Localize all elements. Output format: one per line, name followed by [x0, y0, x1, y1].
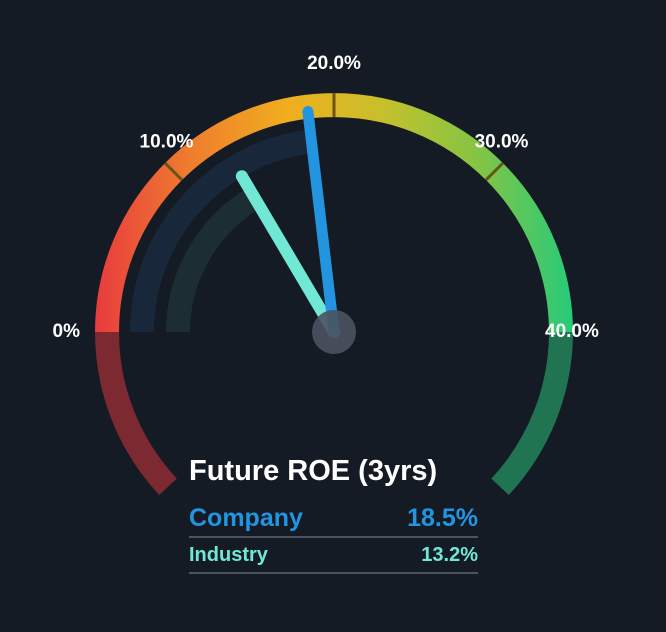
legend-company-value: 18.5%	[407, 503, 478, 532]
tick-marks	[163, 93, 505, 182]
low-range-extension-arc	[95, 331, 177, 495]
tick-labels: 0% 10.0% 20.0% 30.0% 40.0%	[53, 53, 599, 342]
legend: Future ROE (3yrs) Company 18.5% Industry…	[189, 452, 478, 574]
tick-mark	[484, 161, 505, 182]
legend-row-company: Company 18.5%	[189, 500, 478, 538]
needle-pivot	[312, 310, 356, 354]
needle-company	[302, 106, 340, 338]
legend-industry-value: 13.2%	[421, 543, 478, 566]
legend-industry-label: Industry	[189, 543, 268, 566]
needles	[235, 106, 340, 338]
tick-mark	[163, 161, 184, 182]
tick-label: 30.0%	[475, 132, 529, 153]
tick-label: 10.0%	[140, 132, 194, 153]
industry-track-arc	[166, 187, 261, 333]
high-range-extension-arc	[491, 331, 573, 495]
tick-label: 0%	[53, 321, 81, 342]
tick-label: 20.0%	[307, 53, 361, 74]
legend-row-industry: Industry 13.2%	[189, 538, 478, 574]
company-track-arc	[130, 129, 313, 333]
chart-title: Future ROE (3yrs)	[189, 455, 438, 487]
needle-industry	[235, 170, 340, 338]
tick-label: 40.0%	[545, 321, 599, 342]
legend-company-label: Company	[189, 503, 303, 532]
